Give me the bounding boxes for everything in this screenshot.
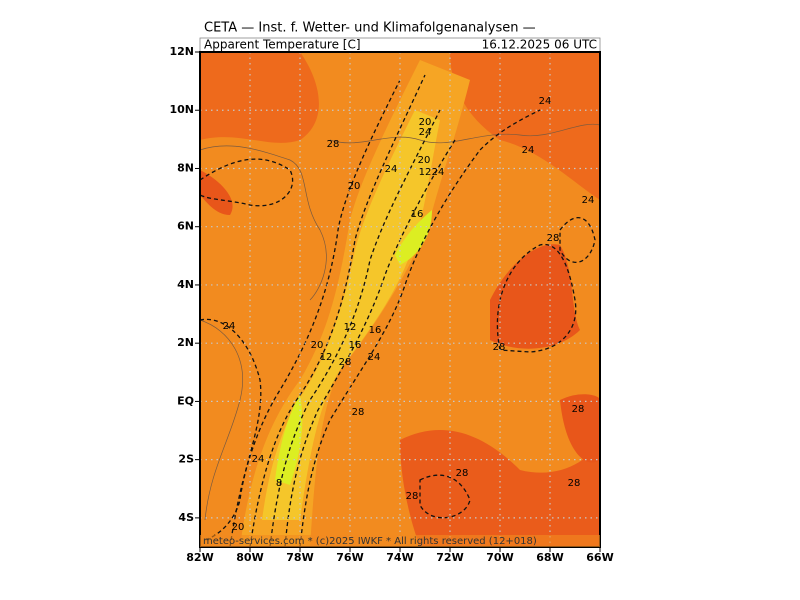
footer-band <box>200 535 600 547</box>
lat-tick-label: 10N <box>169 103 194 116</box>
contour-label: 24 <box>522 145 535 156</box>
contour-label: 28 <box>456 468 469 479</box>
lat-tick-label: EQ <box>177 394 194 407</box>
contour-label: 20 <box>348 181 361 192</box>
lat-tick-label: 4N <box>177 278 194 291</box>
contour-label: 12 <box>320 352 333 363</box>
contour-label: 28 <box>327 139 340 150</box>
contour-label: 16 <box>411 209 424 220</box>
lat-tick-label: 4S <box>178 511 194 524</box>
lon-tick-label: 76W <box>336 551 363 564</box>
contour-label: 16 <box>369 325 382 336</box>
warm-area <box>200 52 319 143</box>
contour-label: 28 <box>339 357 352 368</box>
contour-label: 20 <box>418 155 431 166</box>
contour-label: 24 <box>252 454 265 465</box>
contour-label: 28 <box>352 407 365 418</box>
contour-label: 12 <box>344 322 357 333</box>
hot-area <box>200 170 233 215</box>
cold-core <box>395 210 432 265</box>
contour-label: 16 <box>349 340 362 351</box>
cool-band <box>262 110 440 520</box>
variable-label: Apparent Temperature [C] <box>204 38 361 52</box>
contour-label: 12 <box>419 167 432 178</box>
lon-tick-label: 80W <box>236 551 263 564</box>
contour-label: 8 <box>276 478 282 489</box>
hot-area <box>560 394 600 463</box>
contour-label: 24 <box>223 321 236 332</box>
warm-area <box>450 52 600 200</box>
contour-label: 20 <box>311 340 324 351</box>
contour-label: 28 <box>547 233 560 244</box>
contour-label: 24 <box>368 352 381 363</box>
lat-tick-label: 6N <box>177 220 194 233</box>
valid-time: 16.12.2025 06 UTC <box>482 38 597 52</box>
contour-label: 24 <box>419 127 432 138</box>
lon-tick-label: 66W <box>586 551 613 564</box>
contour-label: 28 <box>572 404 585 415</box>
lon-tick-label: 74W <box>386 551 413 564</box>
contour-label: 20 <box>419 117 432 128</box>
lat-tick-label: 12N <box>169 45 194 58</box>
contour-label: 24 <box>582 195 595 206</box>
contour-label: 24 <box>385 164 398 175</box>
lat-tick-label: 8N <box>177 161 194 174</box>
lon-tick-label: 72W <box>436 551 463 564</box>
lon-tick-label: 82W <box>186 551 213 564</box>
lat-tick-label: 2N <box>177 336 194 349</box>
contour-label: 24 <box>539 96 552 107</box>
contour-label: 24 <box>432 167 445 178</box>
lat-tick-label: 2S <box>178 453 194 466</box>
lon-tick-label: 70W <box>486 551 513 564</box>
lon-tick-label: 78W <box>286 551 313 564</box>
lon-tick-label: 68W <box>536 551 563 564</box>
contour-label: 20 <box>232 522 245 533</box>
contour-label: 28 <box>493 342 506 353</box>
grid: 82W 80W 78W 76W 74W 72W 70W 68W 66W 12N 10N 8N 6N 4N 2… <box>169 45 613 564</box>
map-title: CETA — Inst. f. Wetter- und Klimafolgena… <box>204 21 536 36</box>
contour-label: 28 <box>568 478 581 489</box>
footer: meteo-services.com * (c)2025 IWKF * All … <box>203 536 537 547</box>
hot-area <box>490 244 580 349</box>
contour-label: 28 <box>406 491 419 502</box>
cold-core <box>275 395 303 485</box>
